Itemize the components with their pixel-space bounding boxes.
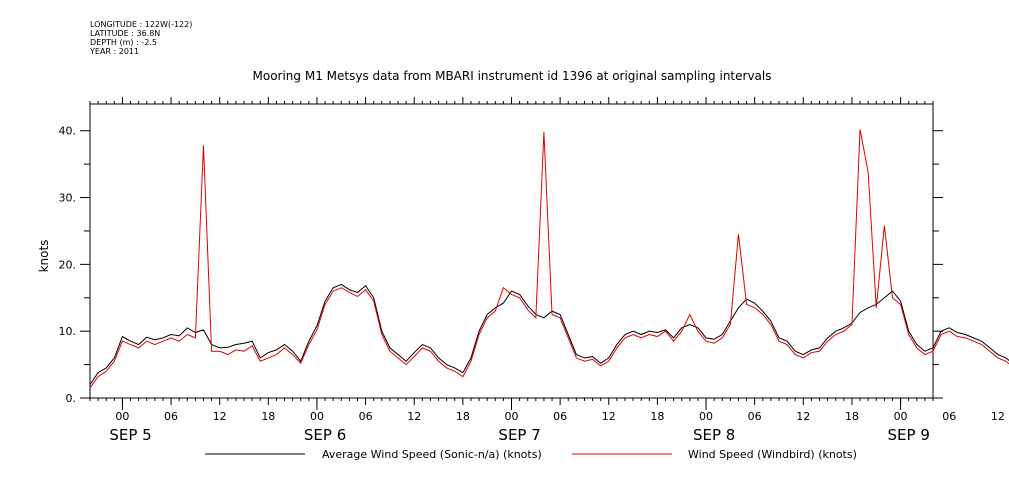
mooring-metadata: LONGITUDE : 122W(-122) LATITUDE : 36.8N … [90,20,192,56]
x-tick-label: 00 [505,410,519,423]
x-tick-label: 06 [748,410,762,423]
x-day-label: SEP 5 [109,426,151,444]
legend-label-windbird: Wind Speed (Windbird) (knots) [688,448,857,461]
x-day-label: SEP 7 [498,426,540,444]
x-tick-label: 06 [359,410,373,423]
legend-label-average: Average Wind Speed (Sonic-n/a) (knots) [322,448,542,461]
x-tick-label: 00 [699,410,713,423]
x-tick-label: 18 [456,410,470,423]
x-day-label: SEP 6 [304,426,346,444]
series-line-windbird-wind-speed [89,129,1009,389]
x-tick-label: 18 [845,410,859,423]
y-tick-label: 40. [59,125,77,138]
x-day-label: SEP 9 [888,426,930,444]
chart-title: Mooring M1 Metsys data from MBARI instru… [253,69,772,83]
legend: Average Wind Speed (Sonic-n/a) (knots) W… [205,448,857,461]
x-tick-label: 00 [894,410,908,423]
x-tick-label: 12 [991,410,1005,423]
plot-frame [89,103,934,399]
x-tick-label: 18 [650,410,664,423]
y-tick-label: 30. [59,192,77,205]
series-lines [89,129,1009,389]
y-tick-label: 20. [59,258,77,271]
series-line-average-wind-speed [89,283,1009,385]
y-tick-label: 0. [66,392,77,405]
x-tick-label: 18 [261,410,275,423]
x-day-label: SEP 8 [693,426,735,444]
longitude-label: LONGITUDE : 122W(-122) [90,20,193,29]
x-tick-label: 00 [310,410,324,423]
x-tick-label: 06 [553,410,567,423]
depth-label: DEPTH (m) : -2.5 [90,38,157,47]
latitude-label: LATITUDE : 36.8N [90,29,161,38]
x-tick-label: 12 [602,410,616,423]
x-tick-label: 12 [407,410,421,423]
x-tick-label: 00 [115,410,129,423]
x-tick-label: 12 [796,410,810,423]
x-tick-label: 06 [942,410,956,423]
x-tick-label: 06 [164,410,178,423]
year-label: YEAR : 2011 [90,47,140,56]
axis-ticks: 0006121800061218000612180006121800061218… [59,97,1005,444]
x-tick-label: 12 [213,410,227,423]
y-tick-label: 10. [59,325,77,338]
y-axis-label: knots [37,240,51,273]
